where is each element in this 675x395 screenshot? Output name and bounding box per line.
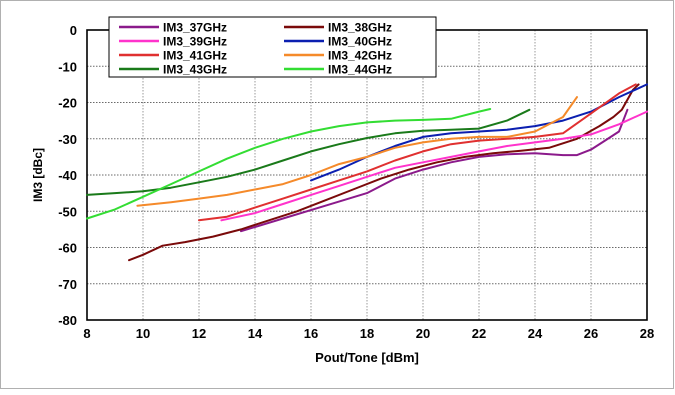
x-tick-label: 24 (528, 326, 543, 341)
x-tick-label: 16 (304, 326, 318, 341)
y-tick-label: -70 (58, 277, 77, 292)
y-tick-label: -20 (58, 96, 77, 111)
legend-label: IM3_42GHz (328, 49, 392, 63)
x-tick-label: 22 (472, 326, 486, 341)
x-axis-label: Pout/Tone [dBm] (315, 350, 419, 365)
y-tick-label: -10 (58, 59, 77, 74)
legend-label: IM3_44GHz (328, 63, 392, 77)
y-tick-label: -50 (58, 204, 77, 219)
y-tick-label: -40 (58, 168, 77, 183)
series-line-im3-42ghz (136, 96, 578, 207)
x-tick-label: 20 (416, 326, 430, 341)
x-tick-label: 10 (136, 326, 150, 341)
series-line-im3-38ghz (128, 83, 640, 262)
x-tick-label: 12 (192, 326, 206, 341)
y-axis-label: IM3 [dBc] (31, 148, 45, 202)
x-tick-label: 18 (360, 326, 374, 341)
y-tick-label: -60 (58, 241, 77, 256)
tick-labels: 8 10 12 14 16 18 20 22 24 26 28 0 -10 -20 -30 -40 -50 -60… (58, 23, 654, 341)
legend-label: IM3_37GHz (163, 21, 227, 35)
series-line-im3-44ghz (86, 108, 492, 220)
legend-label: IM3_40GHz (328, 35, 392, 49)
legend-label: IM3_39GHz (163, 35, 227, 49)
y-tick-label: -80 (58, 313, 77, 328)
legend-box (108, 16, 437, 78)
x-tick-label: 14 (248, 326, 263, 341)
x-tick-label: 28 (640, 326, 654, 341)
grid (87, 30, 647, 320)
x-tick-label: 26 (584, 326, 598, 341)
series-line-im3-39ghz (220, 110, 648, 222)
x-tick-label: 8 (83, 326, 90, 341)
y-tick-label: 0 (70, 23, 77, 38)
y-tick-label: -30 (58, 132, 77, 147)
legend-label: IM3_43GHz (163, 63, 227, 77)
series-line-im3-41ghz (198, 83, 637, 222)
series-lines (86, 83, 648, 262)
legend-label: IM3_38GHz (328, 21, 392, 35)
legend-label: IM3_41GHz (163, 49, 227, 63)
series-line-im3-37ghz (240, 108, 629, 233)
